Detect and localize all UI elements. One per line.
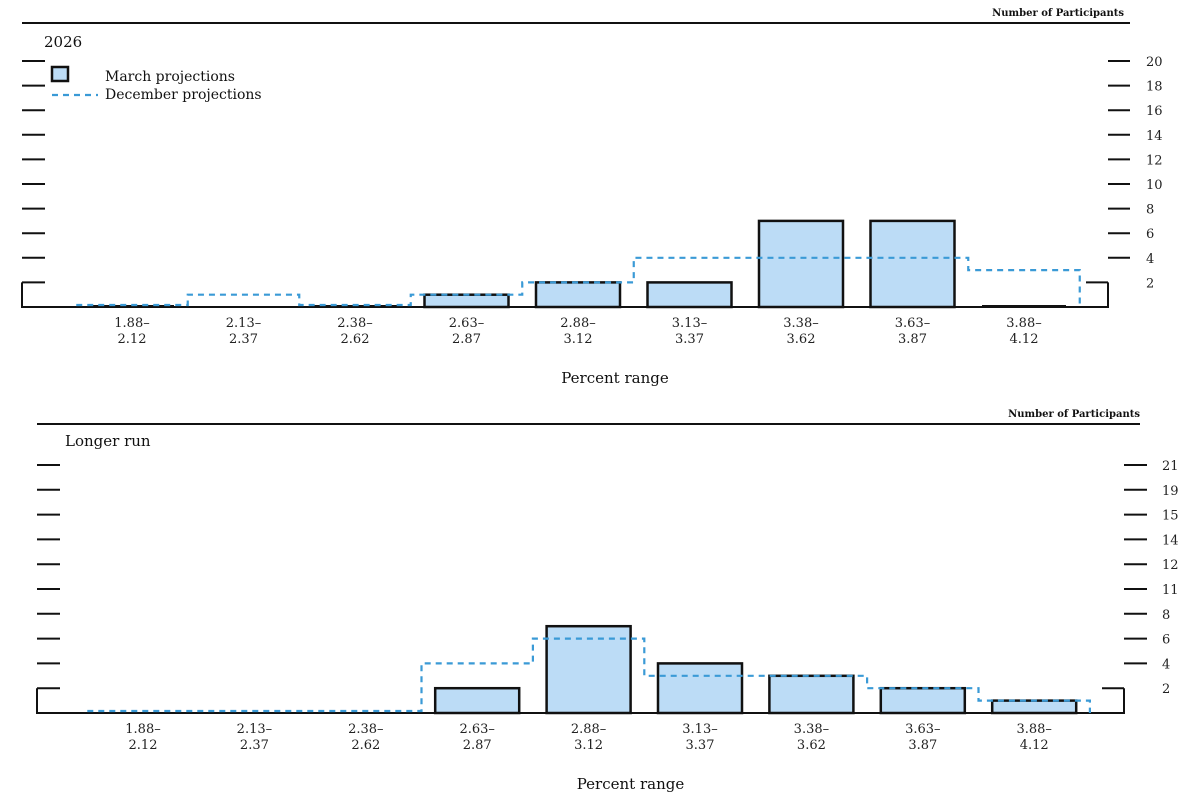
panel2-category-label: 1.88– (125, 722, 160, 737)
panel2-category-label: 2.63– (459, 722, 494, 737)
panel1-bar (423, 293, 510, 309)
panel2-category-label: 3.37 (686, 738, 715, 753)
panel1-category-label: 3.62 (787, 332, 816, 347)
panel2-category-label: 2.38– (348, 722, 383, 737)
panel2-category-label: 2.12 (129, 738, 158, 753)
legend-march-label: March projections (105, 69, 235, 85)
panel1-category-label: 3.13– (672, 316, 707, 331)
panel2-category-label: 2.88– (571, 722, 606, 737)
panel2-bar (990, 699, 1078, 715)
legend-december-label: December projections (105, 87, 262, 103)
panel2-y-tick-label: 15 (1162, 509, 1179, 524)
panel1-x-axis-title: Percent range (561, 369, 669, 387)
panel2-category-label: 2.87 (463, 738, 492, 753)
panel1-title: 2026 (44, 33, 82, 51)
panel2-category-label: 3.38– (794, 722, 829, 737)
panel1-y-tick-label: 8 (1146, 203, 1154, 218)
panel1-category-label: 3.38– (783, 316, 818, 331)
panel1-y-tick-label: 12 (1146, 153, 1163, 168)
panel1-category-label: 2.88– (560, 316, 595, 331)
panel1-category-label: 2.37 (229, 332, 258, 347)
panel1-category-label: 4.12 (1010, 332, 1039, 347)
panel1-axis-note: Number of Participants (992, 8, 1124, 19)
panel2-bar (545, 624, 632, 715)
panel1-category-label: 2.62 (341, 332, 370, 347)
panel2-category-label: 3.88– (1016, 722, 1051, 737)
panel2-bar (656, 662, 744, 715)
panel2-category-label: 3.87 (908, 738, 937, 753)
panel1-category-label: 3.12 (564, 332, 593, 347)
panel1-bar (757, 219, 845, 309)
panel1-y-tick-label: 16 (1146, 104, 1163, 119)
panel2-x-axis-title: Percent range (577, 775, 685, 793)
panel1-bar (646, 281, 733, 309)
panel2-bar (879, 686, 967, 715)
panel1-bar (869, 219, 956, 309)
panel1-y-tick-label: 6 (1146, 227, 1154, 242)
panel1-category-label: 2.13– (226, 316, 261, 331)
panel2-category-label: 2.37 (240, 738, 269, 753)
panel2-category-label: 3.12 (574, 738, 603, 753)
panel2-y-tick-label: 12 (1162, 558, 1179, 573)
panel2-title: Longer run (65, 432, 151, 450)
panel2-y-tick-label: 8 (1162, 608, 1170, 623)
panel1-bar (534, 281, 622, 309)
panel2-y-tick-label: 21 (1162, 459, 1179, 474)
panel1-category-label: 3.88– (1006, 316, 1041, 331)
panel1-category-label: 2.12 (118, 332, 147, 347)
panel2-y-tick-label: 19 (1162, 484, 1179, 499)
panel1-y-tick-label: 2 (1146, 276, 1154, 291)
panel2-axis-note: Number of Participants (1008, 409, 1140, 420)
panel2-bar (433, 686, 521, 715)
panel2-category-label: 4.12 (1020, 738, 1049, 753)
panel1-category-label: 3.87 (898, 332, 927, 347)
panel2-december-step-line (87, 637, 1091, 713)
panel2-category-label: 2.62 (351, 738, 380, 753)
panel1-y-tick-label: 20 (1146, 55, 1163, 70)
panel1-y-tick-label: 18 (1146, 80, 1163, 95)
panel1-category-label: 3.37 (675, 332, 704, 347)
panel1-y-tick-label: 4 (1146, 252, 1154, 267)
panel2-category-label: 2.13– (237, 722, 272, 737)
panel2-bar (768, 674, 855, 715)
panel2-y-tick-label: 6 (1162, 633, 1170, 648)
panel1-category-label: 3.63– (895, 316, 930, 331)
panel2-category-label: 3.13– (682, 722, 717, 737)
panel2-y-tick-label: 2 (1162, 682, 1170, 697)
panel1-category-label: 2.87 (452, 332, 481, 347)
panel1-y-tick-label: 10 (1146, 178, 1163, 193)
panel2-category-label: 3.63– (905, 722, 940, 737)
panel1-y-tick-label: 14 (1146, 129, 1163, 144)
legend-march-swatch (50, 65, 70, 83)
panel1-category-label: 2.38– (337, 316, 372, 331)
panel1-december-step-line (76, 256, 1081, 307)
panel1-category-label: 2.63– (449, 316, 484, 331)
panel2-category-label: 3.62 (797, 738, 826, 753)
panel2-y-tick-label: 4 (1162, 657, 1170, 672)
panel2-y-tick-label: 11 (1162, 583, 1179, 598)
panel1-category-label: 1.88– (114, 316, 149, 331)
panel2-y-tick-label: 14 (1162, 533, 1179, 548)
